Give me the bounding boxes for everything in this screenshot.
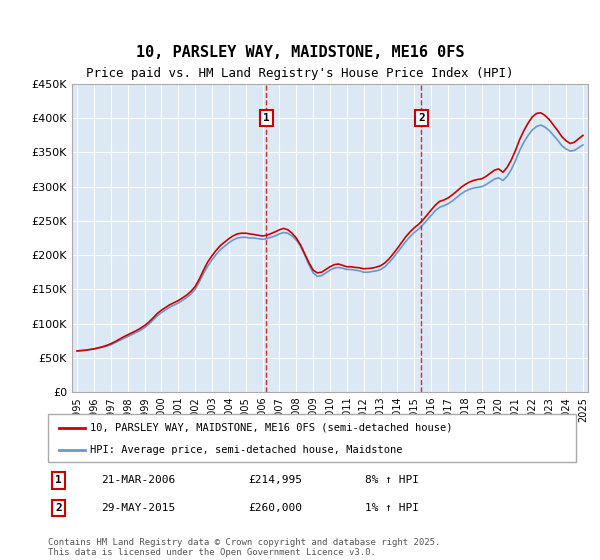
FancyBboxPatch shape xyxy=(48,414,576,462)
Text: Contains HM Land Registry data © Crown copyright and database right 2025.
This d: Contains HM Land Registry data © Crown c… xyxy=(48,538,440,557)
Text: 2: 2 xyxy=(55,503,62,513)
Text: 1% ↑ HPI: 1% ↑ HPI xyxy=(365,503,419,513)
Text: 29-MAY-2015: 29-MAY-2015 xyxy=(101,503,175,513)
Text: Price paid vs. HM Land Registry's House Price Index (HPI): Price paid vs. HM Land Registry's House … xyxy=(86,67,514,80)
Text: 1: 1 xyxy=(55,475,62,485)
Text: £214,995: £214,995 xyxy=(248,475,302,485)
Text: 10, PARSLEY WAY, MAIDSTONE, ME16 0FS: 10, PARSLEY WAY, MAIDSTONE, ME16 0FS xyxy=(136,45,464,60)
Text: 10, PARSLEY WAY, MAIDSTONE, ME16 0FS (semi-detached house): 10, PARSLEY WAY, MAIDSTONE, ME16 0FS (se… xyxy=(90,423,453,433)
Text: £260,000: £260,000 xyxy=(248,503,302,513)
Text: 1: 1 xyxy=(263,113,269,123)
Text: HPI: Average price, semi-detached house, Maidstone: HPI: Average price, semi-detached house,… xyxy=(90,445,403,455)
Text: 21-MAR-2006: 21-MAR-2006 xyxy=(101,475,175,485)
Text: 8% ↑ HPI: 8% ↑ HPI xyxy=(365,475,419,485)
Text: 2: 2 xyxy=(418,113,425,123)
